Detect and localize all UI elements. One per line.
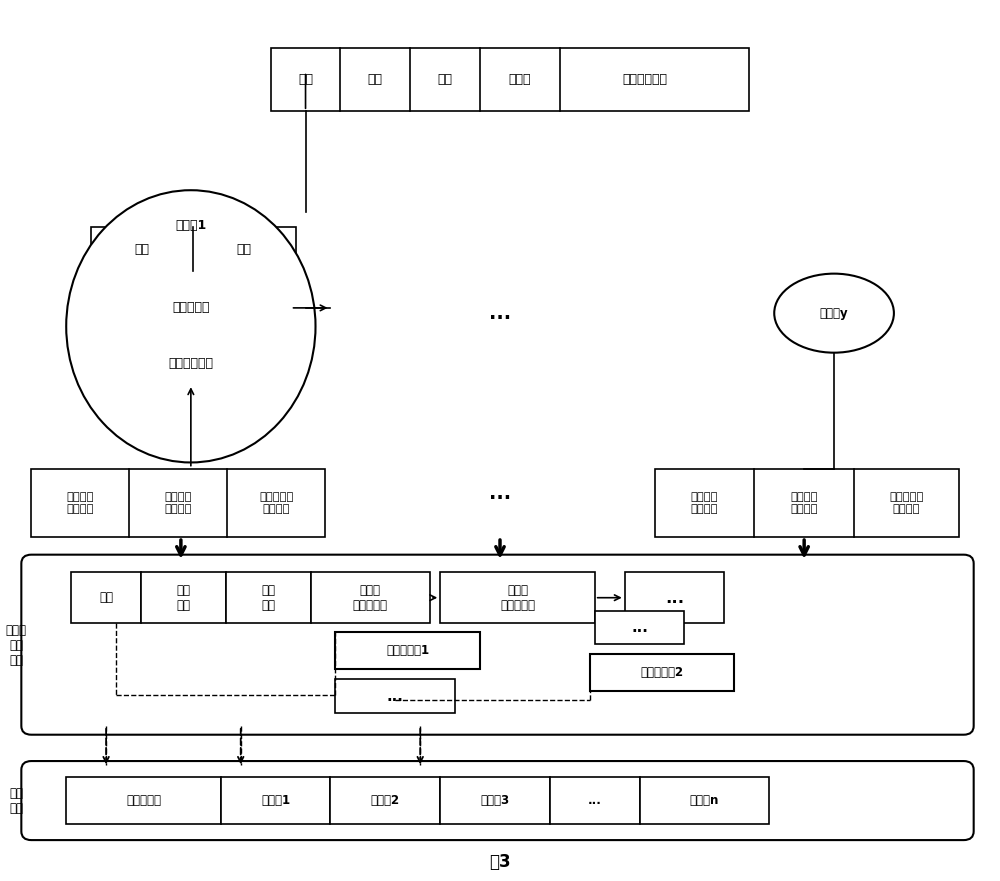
FancyBboxPatch shape xyxy=(91,287,291,329)
Text: 本监控点敏
感项编码: 本监控点敏 感项编码 xyxy=(889,492,924,514)
FancyBboxPatch shape xyxy=(655,469,959,537)
Text: 监控点1: 监控点1 xyxy=(175,218,206,232)
Text: 业务过程名: 业务过程名 xyxy=(126,794,161,807)
FancyBboxPatch shape xyxy=(66,777,221,825)
Text: 敏感相集合: 敏感相集合 xyxy=(172,301,210,315)
Text: 编码: 编码 xyxy=(99,591,113,604)
Text: 监控点
关联
关系: 监控点 关联 关系 xyxy=(6,624,27,667)
FancyBboxPatch shape xyxy=(440,573,595,623)
FancyBboxPatch shape xyxy=(625,573,724,623)
FancyBboxPatch shape xyxy=(141,573,226,623)
Text: 敏感值1: 敏感值1 xyxy=(261,794,290,807)
Text: 敏感值: 敏感值 xyxy=(509,73,531,86)
FancyBboxPatch shape xyxy=(440,777,550,825)
Text: 类型: 类型 xyxy=(438,73,453,86)
Text: 敏感相编码1: 敏感相编码1 xyxy=(386,644,429,657)
Text: ...: ... xyxy=(489,304,511,322)
Text: 分析
策略: 分析 策略 xyxy=(261,584,275,611)
Text: 名称: 名称 xyxy=(368,73,383,86)
Text: ...: ... xyxy=(665,589,684,607)
FancyBboxPatch shape xyxy=(91,342,291,384)
Text: 数据
分析: 数据 分析 xyxy=(9,787,23,815)
Text: 关联业务数据: 关联业务数据 xyxy=(622,73,667,86)
FancyBboxPatch shape xyxy=(21,761,974,840)
FancyBboxPatch shape xyxy=(31,469,325,537)
FancyBboxPatch shape xyxy=(221,777,330,825)
Text: 编码: 编码 xyxy=(298,73,313,86)
Text: 受影响监
控点编码: 受影响监 控点编码 xyxy=(66,492,94,514)
FancyBboxPatch shape xyxy=(335,632,480,669)
FancyBboxPatch shape xyxy=(71,573,141,623)
FancyBboxPatch shape xyxy=(595,611,684,644)
FancyBboxPatch shape xyxy=(226,573,311,623)
Text: ...: ... xyxy=(588,794,602,807)
Text: 影响者
监控点编码: 影响者 监控点编码 xyxy=(500,584,535,611)
FancyBboxPatch shape xyxy=(550,777,640,825)
FancyBboxPatch shape xyxy=(91,227,296,271)
FancyBboxPatch shape xyxy=(335,679,455,713)
FancyBboxPatch shape xyxy=(21,555,974,735)
Text: 敏感值3: 敏感值3 xyxy=(480,794,510,807)
Text: 受影响监
控点编码: 受影响监 控点编码 xyxy=(691,492,718,514)
Text: 发起者
监控点编码: 发起者 监控点编码 xyxy=(353,584,388,611)
Text: 本监控点敏
感项编码: 本监控点敏 感项编码 xyxy=(259,492,293,514)
Text: ...: ... xyxy=(631,620,648,635)
Text: 编码: 编码 xyxy=(236,242,251,255)
Text: 监控点y: 监控点y xyxy=(820,307,848,320)
Text: 受影响敏
感项编码: 受影响敏 感项编码 xyxy=(164,492,192,514)
Text: ...: ... xyxy=(387,689,404,704)
FancyBboxPatch shape xyxy=(590,654,734,691)
Text: 关系
名称: 关系 名称 xyxy=(176,584,190,611)
Ellipse shape xyxy=(774,274,894,352)
Text: 敏感相编码2: 敏感相编码2 xyxy=(640,666,684,679)
Text: 受影响敏
感项编码: 受影响敏 感项编码 xyxy=(790,492,818,514)
Ellipse shape xyxy=(66,190,316,463)
FancyBboxPatch shape xyxy=(271,48,749,111)
FancyBboxPatch shape xyxy=(311,573,430,623)
Text: 敏感值n: 敏感值n xyxy=(690,794,719,807)
Text: ...: ... xyxy=(489,484,511,503)
FancyBboxPatch shape xyxy=(640,777,769,825)
Text: 敏感值2: 敏感值2 xyxy=(371,794,400,807)
FancyBboxPatch shape xyxy=(330,777,440,825)
Text: 名称: 名称 xyxy=(134,242,149,255)
Text: 关联关系集合: 关联关系集合 xyxy=(168,357,213,370)
Text: 图3: 图3 xyxy=(489,853,511,871)
